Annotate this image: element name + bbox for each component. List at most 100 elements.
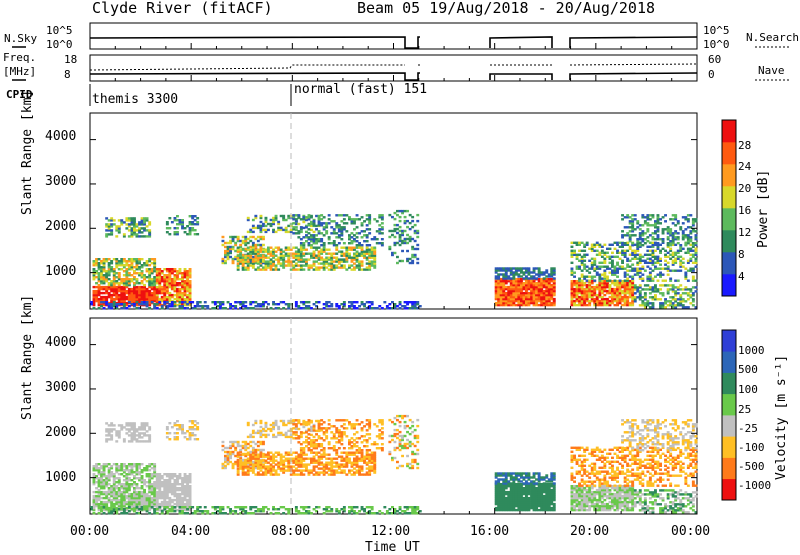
power-cell — [381, 242, 384, 244]
power-cell — [636, 238, 639, 240]
power-cell — [614, 266, 617, 268]
power-cell — [330, 303, 333, 305]
power-cell — [325, 230, 328, 232]
velocity-cell — [262, 454, 265, 456]
power-cell — [682, 216, 685, 218]
power-cell — [310, 221, 313, 223]
power-cell — [616, 256, 619, 258]
velocity-cell — [141, 491, 144, 493]
power-cell — [110, 217, 113, 219]
velocity-cell — [125, 495, 128, 497]
velocity-cell — [310, 458, 313, 460]
power-cell — [305, 226, 308, 228]
power-cell — [603, 298, 606, 300]
power-cell — [310, 264, 313, 266]
power-cell — [606, 298, 609, 300]
power-cell — [659, 302, 662, 304]
power-cell — [105, 233, 108, 235]
power-cell — [358, 253, 361, 255]
power-cell — [695, 280, 698, 282]
power-cell — [300, 218, 303, 220]
power-cell — [629, 254, 632, 256]
power-cell — [237, 236, 240, 238]
power-cell — [662, 302, 665, 304]
power-cell — [313, 251, 316, 253]
velocity-cell — [194, 434, 197, 436]
power-cell — [194, 223, 197, 225]
power-cell — [308, 305, 311, 307]
velocity-cell — [128, 493, 131, 495]
power-cell — [366, 266, 369, 268]
velocity-cell — [105, 434, 108, 436]
velocity-cell — [125, 501, 128, 503]
velocity-cell — [338, 456, 341, 458]
power-cell — [672, 232, 675, 234]
power-cell — [353, 238, 356, 240]
power-cell — [110, 266, 113, 268]
power-cell — [533, 275, 536, 277]
power-cell — [300, 231, 303, 233]
power-cell — [191, 215, 194, 217]
power-cell — [626, 282, 629, 284]
power-heatmap-cells — [90, 210, 697, 310]
power-cell — [191, 227, 194, 229]
power-cell — [634, 250, 637, 252]
power-cell — [553, 277, 556, 279]
power-cell — [368, 228, 371, 230]
velocity-cell — [148, 463, 151, 465]
power-cell — [242, 257, 245, 259]
power-cell — [257, 240, 260, 242]
power-cell — [679, 256, 682, 258]
power-cell — [125, 307, 128, 309]
power-cell — [614, 280, 617, 282]
velocity-cell — [189, 432, 192, 434]
power-cell — [356, 240, 359, 242]
power-cell — [343, 222, 346, 224]
power-cell — [679, 288, 682, 290]
power-cell — [323, 216, 326, 218]
power-cell — [689, 244, 692, 246]
power-cell — [616, 276, 619, 278]
power-cell — [573, 272, 576, 274]
velocity-cell — [118, 473, 121, 475]
velocity-cell — [275, 463, 278, 465]
power-cell — [626, 270, 629, 272]
power-cell — [378, 224, 381, 226]
velocity-cell — [163, 479, 166, 481]
power-cell — [631, 242, 634, 244]
power-cell — [593, 280, 596, 282]
velocity-cell — [128, 428, 131, 430]
power-cell — [621, 280, 624, 282]
power-cell — [249, 307, 252, 309]
power-cell — [325, 253, 328, 255]
power-cell — [652, 232, 655, 234]
power-cell — [649, 218, 652, 220]
power-cell — [330, 226, 333, 228]
power-cell — [234, 305, 237, 307]
velocity-cell — [254, 454, 257, 456]
power-cell — [376, 238, 379, 240]
power-cell — [277, 268, 280, 270]
velocity-cell — [161, 475, 164, 477]
power-cell — [98, 284, 101, 286]
power-cell — [125, 302, 128, 304]
power-cell — [110, 294, 113, 296]
velocity-cell — [270, 456, 273, 458]
power-cell — [103, 301, 106, 303]
power-cell — [619, 258, 622, 260]
power-cell — [381, 232, 384, 234]
power-cell — [128, 229, 131, 231]
power-cell — [679, 226, 682, 228]
power-cell — [131, 258, 134, 260]
power-cell — [571, 268, 574, 270]
power-cell — [634, 292, 637, 294]
power-cell — [603, 294, 606, 296]
power-cell — [267, 247, 270, 249]
power-cell — [123, 278, 126, 280]
power-cell — [404, 210, 407, 212]
power-cell — [305, 249, 308, 251]
power-cell — [181, 301, 184, 303]
power-cell — [333, 257, 336, 259]
power-cell — [267, 229, 270, 231]
